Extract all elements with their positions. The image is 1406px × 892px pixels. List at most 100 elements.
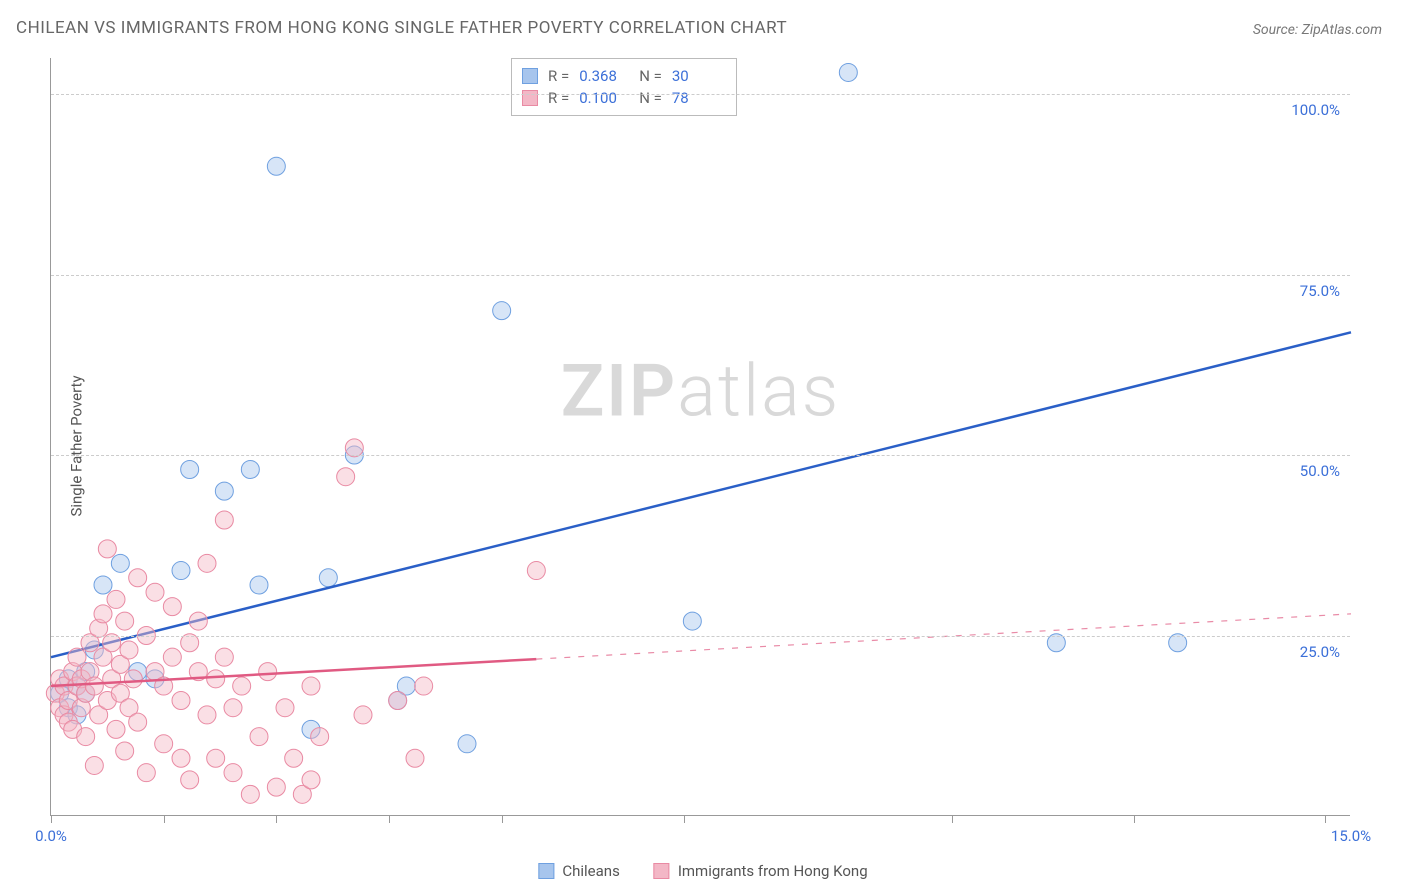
legend-r-value-hk: 0.100 (579, 89, 629, 107)
data-point (224, 764, 242, 782)
data-point (683, 612, 701, 630)
legend-n-label-2: N = (639, 89, 662, 107)
legend-item-chileans: Chileans (538, 862, 619, 880)
xtick-label-min: 0.0% (35, 827, 67, 845)
data-point (198, 554, 216, 572)
legend-series: Chileans Immigrants from Hong Kong (538, 862, 867, 880)
chart-container: CHILEAN VS IMMIGRANTS FROM HONG KONG SIN… (0, 0, 1406, 892)
data-point (137, 764, 155, 782)
data-point (233, 677, 251, 695)
data-point (302, 771, 320, 789)
data-point (129, 713, 147, 731)
legend-row-chileans: R = 0.368 N = 30 (522, 65, 722, 87)
source-attribution: Source: ZipAtlas.com (1253, 22, 1382, 38)
gridline-y (51, 455, 1350, 456)
xtick (502, 815, 503, 823)
data-point (285, 749, 303, 767)
data-point (107, 590, 125, 608)
xtick (1134, 815, 1135, 823)
legend-correlation: R = 0.368 N = 30 R = 0.100 N = 78 (511, 58, 737, 116)
legend-n-label: N = (639, 67, 662, 85)
xtick (164, 815, 165, 823)
data-point (241, 460, 259, 478)
data-point (215, 648, 233, 666)
data-point (163, 648, 181, 666)
data-point (172, 562, 190, 580)
data-point (224, 699, 242, 717)
xtick (51, 815, 52, 823)
data-point (276, 699, 294, 717)
swatch-chileans (522, 68, 538, 84)
data-point (527, 562, 545, 580)
data-point (172, 691, 190, 709)
swatch-hk (522, 90, 538, 106)
data-point (116, 612, 134, 630)
data-point (389, 691, 407, 709)
swatch-chileans-2 (538, 863, 554, 879)
xtick (276, 815, 277, 823)
data-point (839, 63, 857, 81)
data-point (267, 157, 285, 175)
data-point (267, 778, 285, 796)
data-point (94, 576, 112, 594)
legend-n-value-hk: 78 (672, 89, 722, 107)
data-point (493, 302, 511, 320)
gridline-y (51, 94, 1350, 95)
xtick (1325, 815, 1326, 823)
data-point (77, 728, 95, 746)
data-point (189, 612, 207, 630)
ytick-label: 25.0% (1300, 643, 1340, 661)
legend-r-label: R = (548, 67, 569, 85)
ytick-label: 100.0% (1291, 101, 1340, 119)
data-point (146, 583, 164, 601)
data-point (207, 749, 225, 767)
ytick-label: 75.0% (1300, 282, 1340, 300)
ytick-label: 50.0% (1300, 462, 1340, 480)
data-point (354, 706, 372, 724)
chart-title: CHILEAN VS IMMIGRANTS FROM HONG KONG SIN… (16, 18, 787, 38)
data-point (181, 771, 199, 789)
xtick-label-max: 15.0% (1331, 827, 1371, 845)
data-point (250, 576, 268, 594)
legend-r-value-chileans: 0.368 (579, 67, 629, 85)
legend-r-label-2: R = (548, 89, 569, 107)
xtick (952, 815, 953, 823)
data-point (337, 468, 355, 486)
data-point (319, 569, 337, 587)
data-point (415, 677, 433, 695)
swatch-hk-2 (654, 863, 670, 879)
data-point (94, 605, 112, 623)
data-point (85, 677, 103, 695)
data-point (172, 749, 190, 767)
data-point (85, 756, 103, 774)
data-point (215, 482, 233, 500)
data-point (259, 663, 277, 681)
data-point (250, 728, 268, 746)
legend-label-hk: Immigrants from Hong Kong (678, 862, 868, 880)
data-point (302, 677, 320, 695)
gridline-y (51, 636, 1350, 637)
plot-svg (51, 58, 1350, 815)
data-point (129, 569, 147, 587)
xtick (684, 815, 685, 823)
legend-row-hk: R = 0.100 N = 78 (522, 87, 722, 109)
data-point (68, 648, 86, 666)
data-point (120, 641, 138, 659)
data-point (311, 728, 329, 746)
legend-n-value-chileans: 30 (672, 67, 722, 85)
data-point (458, 735, 476, 753)
data-point (215, 511, 233, 529)
data-point (163, 598, 181, 616)
legend-item-hk: Immigrants from Hong Kong (654, 862, 868, 880)
data-point (107, 720, 125, 738)
data-point (116, 742, 134, 760)
data-point (98, 540, 116, 558)
trend-line-solid (51, 332, 1351, 657)
data-point (124, 670, 142, 688)
data-point (181, 460, 199, 478)
gridline-y (51, 275, 1350, 276)
plot-area: ZIPatlas R = 0.368 N = 30 R = 0.100 N = … (50, 58, 1350, 816)
data-point (406, 749, 424, 767)
legend-label-chileans: Chileans (562, 862, 619, 880)
data-point (241, 785, 259, 803)
